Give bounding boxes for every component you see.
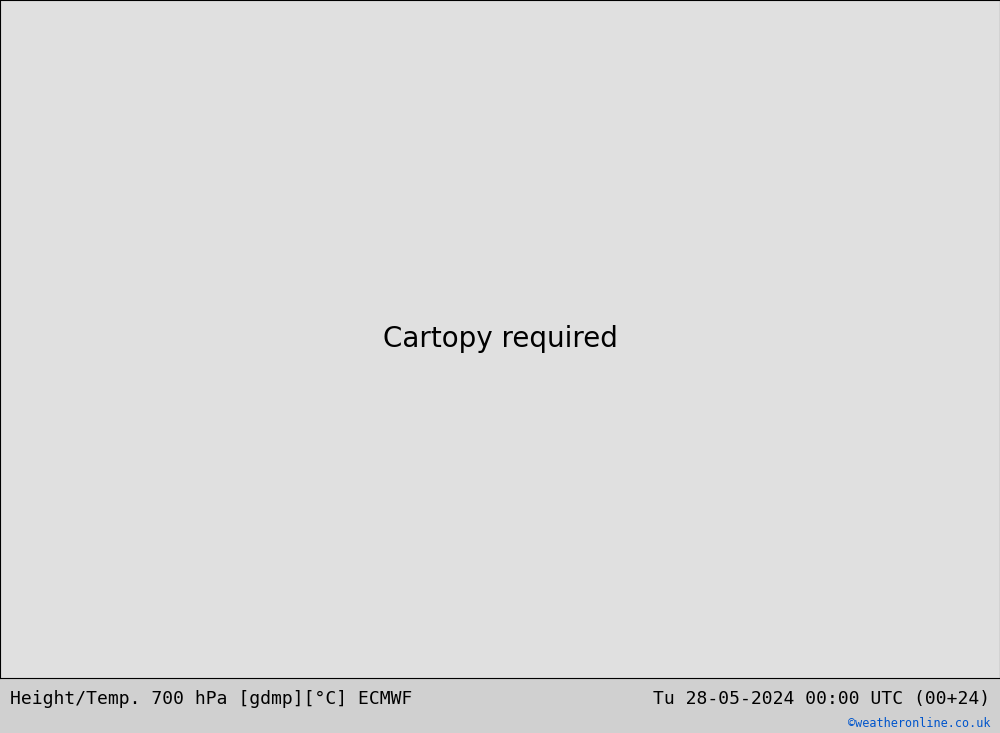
Text: Cartopy required: Cartopy required — [383, 325, 617, 353]
Text: ©weatheronline.co.uk: ©weatheronline.co.uk — [848, 718, 990, 730]
Text: Height/Temp. 700 hPa [gdmp][°C] ECMWF: Height/Temp. 700 hPa [gdmp][°C] ECMWF — [10, 690, 412, 708]
Text: Tu 28-05-2024 00:00 UTC (00+24): Tu 28-05-2024 00:00 UTC (00+24) — [653, 690, 990, 708]
